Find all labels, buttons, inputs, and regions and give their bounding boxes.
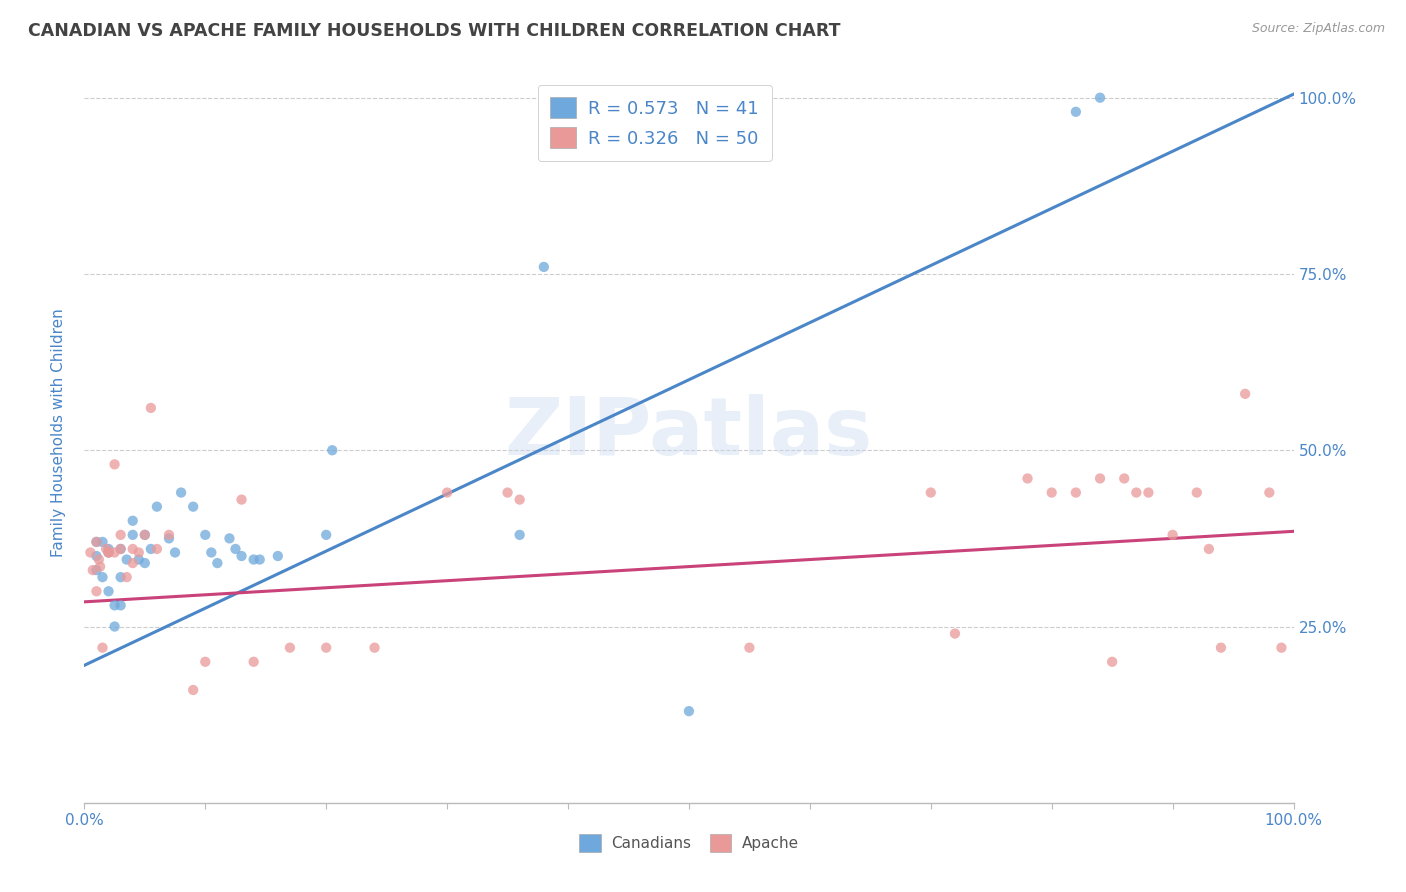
Point	[1270, 640, 1292, 655]
Point	[104, 545, 127, 559]
Point	[1040, 485, 1063, 500]
Point	[121, 556, 143, 570]
Point	[315, 528, 337, 542]
Point	[139, 401, 162, 415]
Point	[181, 500, 204, 514]
Point	[231, 492, 253, 507]
Point	[110, 599, 132, 613]
Point	[134, 528, 156, 542]
Point	[533, 260, 555, 274]
Point	[86, 535, 108, 549]
Point	[97, 545, 120, 559]
Text: Source: ZipAtlas.com: Source: ZipAtlas.com	[1251, 22, 1385, 36]
Point	[104, 599, 127, 613]
Point	[436, 485, 458, 500]
Point	[110, 570, 132, 584]
Point	[249, 552, 271, 566]
Point	[115, 552, 138, 566]
Point	[200, 545, 222, 559]
Point	[91, 535, 114, 549]
Point	[134, 528, 156, 542]
Point	[207, 556, 229, 570]
Point	[496, 485, 519, 500]
Point	[1125, 485, 1147, 500]
Point	[87, 552, 110, 566]
Point	[134, 556, 156, 570]
Point	[181, 683, 204, 698]
Point	[194, 655, 217, 669]
Point	[128, 552, 150, 566]
Point	[1258, 485, 1281, 500]
Point	[1064, 104, 1087, 119]
Point	[225, 541, 247, 556]
Point	[1064, 485, 1087, 500]
Point	[94, 541, 117, 556]
Point	[1017, 471, 1039, 485]
Text: ZIPatlas: ZIPatlas	[505, 393, 873, 472]
Point	[86, 549, 108, 563]
Point	[509, 528, 531, 542]
Point	[1161, 528, 1184, 542]
Point	[157, 532, 180, 546]
Point	[97, 541, 120, 556]
Point	[157, 528, 180, 542]
Point	[1088, 471, 1111, 485]
Point	[363, 640, 385, 655]
Point	[678, 704, 700, 718]
Point	[110, 528, 132, 542]
Point	[509, 492, 531, 507]
Point	[315, 640, 337, 655]
Point	[1234, 387, 1257, 401]
Point	[115, 570, 138, 584]
Point	[267, 549, 290, 563]
Point	[97, 545, 120, 559]
Point	[321, 443, 343, 458]
Point	[104, 458, 127, 472]
Point	[146, 500, 169, 514]
Point	[110, 541, 132, 556]
Point	[1198, 541, 1220, 556]
Point	[121, 514, 143, 528]
Point	[165, 545, 187, 559]
Point	[170, 485, 193, 500]
Point	[79, 545, 101, 559]
Point	[1137, 485, 1160, 500]
Point	[218, 532, 240, 546]
Point	[943, 626, 966, 640]
Y-axis label: Family Households with Children: Family Households with Children	[51, 309, 66, 557]
Point	[194, 528, 217, 542]
Point	[104, 619, 127, 633]
Point	[91, 640, 114, 655]
Point	[242, 655, 264, 669]
Point	[97, 545, 120, 559]
Point	[1209, 640, 1232, 655]
Point	[231, 549, 253, 563]
Point	[139, 541, 162, 556]
Point	[97, 584, 120, 599]
Point	[121, 541, 143, 556]
Point	[738, 640, 761, 655]
Point	[89, 559, 111, 574]
Point	[121, 528, 143, 542]
Text: CANADIAN VS APACHE FAMILY HOUSEHOLDS WITH CHILDREN CORRELATION CHART: CANADIAN VS APACHE FAMILY HOUSEHOLDS WIT…	[28, 22, 841, 40]
Point	[242, 552, 264, 566]
Point	[128, 545, 150, 559]
Point	[86, 535, 108, 549]
Point	[86, 563, 108, 577]
Point	[82, 563, 104, 577]
Point	[146, 541, 169, 556]
Point	[278, 640, 301, 655]
Legend: Canadians, Apache: Canadians, Apache	[574, 829, 804, 858]
Point	[1088, 91, 1111, 105]
Point	[91, 570, 114, 584]
Point	[1101, 655, 1123, 669]
Point	[1185, 485, 1208, 500]
Point	[920, 485, 942, 500]
Point	[86, 584, 108, 599]
Point	[110, 541, 132, 556]
Point	[1114, 471, 1136, 485]
